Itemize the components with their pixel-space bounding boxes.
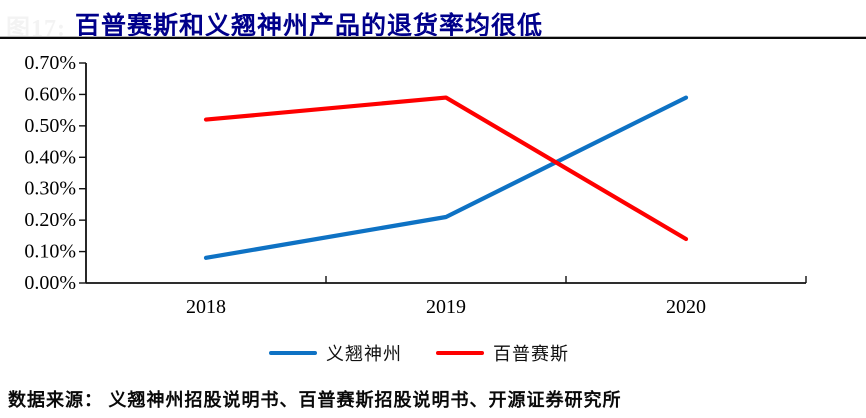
line-chart: 0.00% 0.10% 0.20% 0.30% 0.40% 0.50% 0.60% 0.70%… <box>24 52 807 318</box>
legend: 义翘神州 百普赛斯 <box>0 340 852 366</box>
y-tick-label: 0.20% <box>24 209 76 231</box>
legend-line-swatch-blue <box>269 351 317 355</box>
series-line-百普赛斯 <box>203 95 689 242</box>
y-tick-label: 0.70% <box>24 52 76 74</box>
legend-item: 百普赛斯 <box>436 340 569 366</box>
y-tick-label: 0.10% <box>24 241 76 263</box>
y-tick-label: 0.30% <box>24 178 76 200</box>
y-tick-label: 0.60% <box>24 83 76 105</box>
y-tick-label: 0.00% <box>24 272 76 294</box>
title-divider-rule <box>0 36 866 39</box>
legend-item: 义翘神州 <box>269 340 402 366</box>
y-tick-label: 0.40% <box>24 146 76 168</box>
data-source-note: 数据来源： 义翘神州招股说明书、百普赛斯招股说明书、开源证券研究所 <box>8 390 622 410</box>
legend-label: 百普赛斯 <box>493 344 569 364</box>
chart-title: 百普赛斯和义翘神州产品的退货率均很低 <box>75 13 544 40</box>
legend-line-swatch-red <box>436 351 484 355</box>
x-tick-label: 2020 <box>666 296 706 318</box>
legend-label: 义翘神州 <box>326 344 402 364</box>
x-tick-label: 2019 <box>426 296 466 318</box>
x-tick-label: 2018 <box>186 296 226 318</box>
series-line-义翘神州 <box>203 95 689 260</box>
y-tick-label: 0.50% <box>24 115 76 137</box>
